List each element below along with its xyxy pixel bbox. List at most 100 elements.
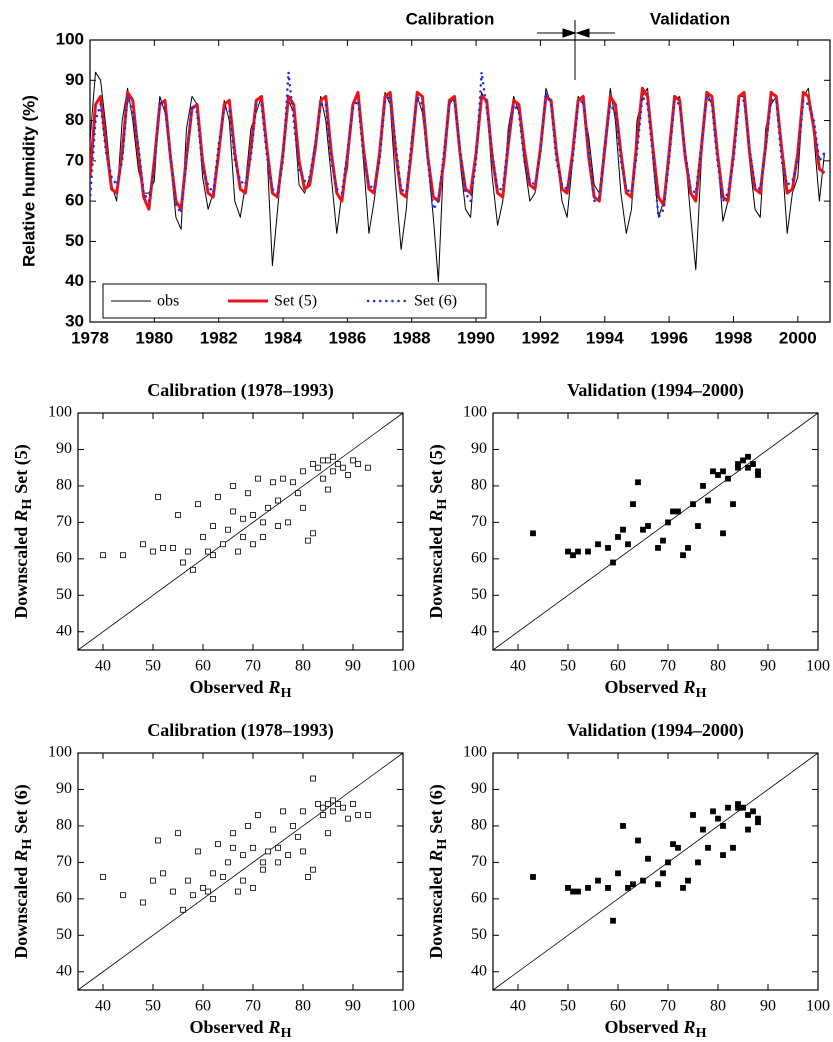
point	[240, 852, 246, 858]
y-tick-label: 30	[65, 311, 84, 330]
point	[195, 501, 201, 508]
point	[215, 841, 221, 848]
point	[235, 548, 241, 555]
point	[710, 468, 716, 475]
y-tick-label: 60	[65, 191, 84, 210]
point	[190, 566, 196, 573]
x-tick-label: 100	[806, 998, 830, 1015]
x-tick-label: 60	[195, 998, 211, 1015]
point	[610, 559, 616, 566]
y-label-symbol: R	[11, 850, 31, 863]
y-tick-label: 80	[471, 817, 487, 834]
point	[120, 892, 126, 899]
point	[315, 464, 321, 471]
point	[320, 475, 326, 482]
x-tick-label: 100	[391, 658, 415, 675]
point	[640, 526, 646, 533]
point	[350, 801, 356, 807]
point	[275, 859, 281, 866]
x-label-subscript: H	[281, 686, 292, 701]
point	[310, 530, 316, 537]
point	[355, 461, 361, 467]
point	[735, 804, 741, 811]
point	[330, 453, 336, 460]
point	[615, 534, 621, 540]
y-label-symbol: R	[426, 510, 446, 523]
point	[310, 461, 316, 467]
point	[570, 552, 576, 559]
point	[325, 486, 331, 493]
point	[640, 877, 646, 884]
point	[700, 826, 706, 833]
point	[235, 888, 241, 895]
y-label-text: Downscaled	[426, 527, 446, 619]
point	[630, 501, 636, 508]
point	[330, 468, 336, 475]
point	[295, 490, 301, 497]
point	[210, 895, 216, 902]
y-tick-label: 40	[471, 962, 487, 979]
point	[655, 881, 661, 888]
y-label-symbol: R	[11, 510, 31, 523]
chart-title: Validation (1994–2000)	[567, 380, 744, 401]
point	[275, 844, 281, 851]
y-tick-label: 60	[56, 550, 72, 567]
point	[730, 844, 736, 851]
point	[175, 512, 181, 518]
point	[240, 534, 246, 540]
point	[315, 801, 321, 807]
point	[705, 497, 711, 504]
point	[635, 837, 641, 844]
x-tick-label: 1996	[650, 328, 688, 347]
x-label-text: Observed	[190, 677, 264, 697]
point	[595, 541, 601, 548]
point	[605, 885, 611, 891]
y-axis-label: Downscaled RH Set (5)	[11, 444, 35, 618]
point	[290, 823, 296, 829]
arrow-head	[562, 28, 577, 38]
legend-box	[102, 283, 487, 319]
point	[720, 823, 726, 829]
point	[320, 804, 326, 811]
point	[665, 859, 671, 866]
point	[310, 866, 316, 873]
point	[170, 888, 176, 895]
point	[300, 468, 306, 475]
y-axis-label: Downscaled RH Set (6)	[11, 784, 35, 958]
point	[745, 464, 751, 471]
plot-frame	[89, 39, 831, 323]
point	[205, 888, 211, 895]
point	[685, 545, 691, 551]
plot-frame	[492, 412, 819, 651]
y-tick-label: 50	[65, 231, 84, 250]
x-tick-label: 100	[391, 998, 415, 1015]
point	[725, 475, 731, 482]
point	[275, 523, 281, 529]
chart-title: Calibration (1978–1993)	[147, 720, 334, 741]
point	[150, 877, 156, 884]
annotation: Calibration	[406, 9, 495, 28]
point	[720, 468, 726, 475]
point	[575, 548, 581, 555]
y-tick-label: 100	[463, 744, 487, 761]
x-tick-label: 60	[610, 998, 626, 1015]
point	[320, 457, 326, 464]
point	[210, 552, 216, 559]
y-tick-label: 50	[56, 586, 72, 603]
x-tick-label: 40	[95, 658, 111, 675]
point	[230, 830, 236, 837]
point	[740, 804, 746, 811]
point	[265, 504, 271, 511]
y-tick-label: 80	[56, 817, 72, 834]
one-to-one-line	[77, 752, 404, 991]
point	[530, 874, 536, 880]
x-tick-label: 40	[510, 998, 526, 1015]
point	[160, 545, 166, 551]
x-tick-label: 70	[660, 658, 676, 675]
point	[725, 804, 731, 811]
y-tick-label: 50	[471, 586, 487, 603]
y-tick-label: 70	[471, 853, 487, 870]
point	[250, 844, 256, 851]
point	[300, 504, 306, 511]
point	[720, 852, 726, 858]
